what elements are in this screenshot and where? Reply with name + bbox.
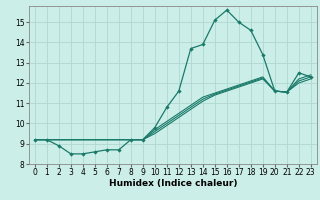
- X-axis label: Humidex (Indice chaleur): Humidex (Indice chaleur): [108, 179, 237, 188]
